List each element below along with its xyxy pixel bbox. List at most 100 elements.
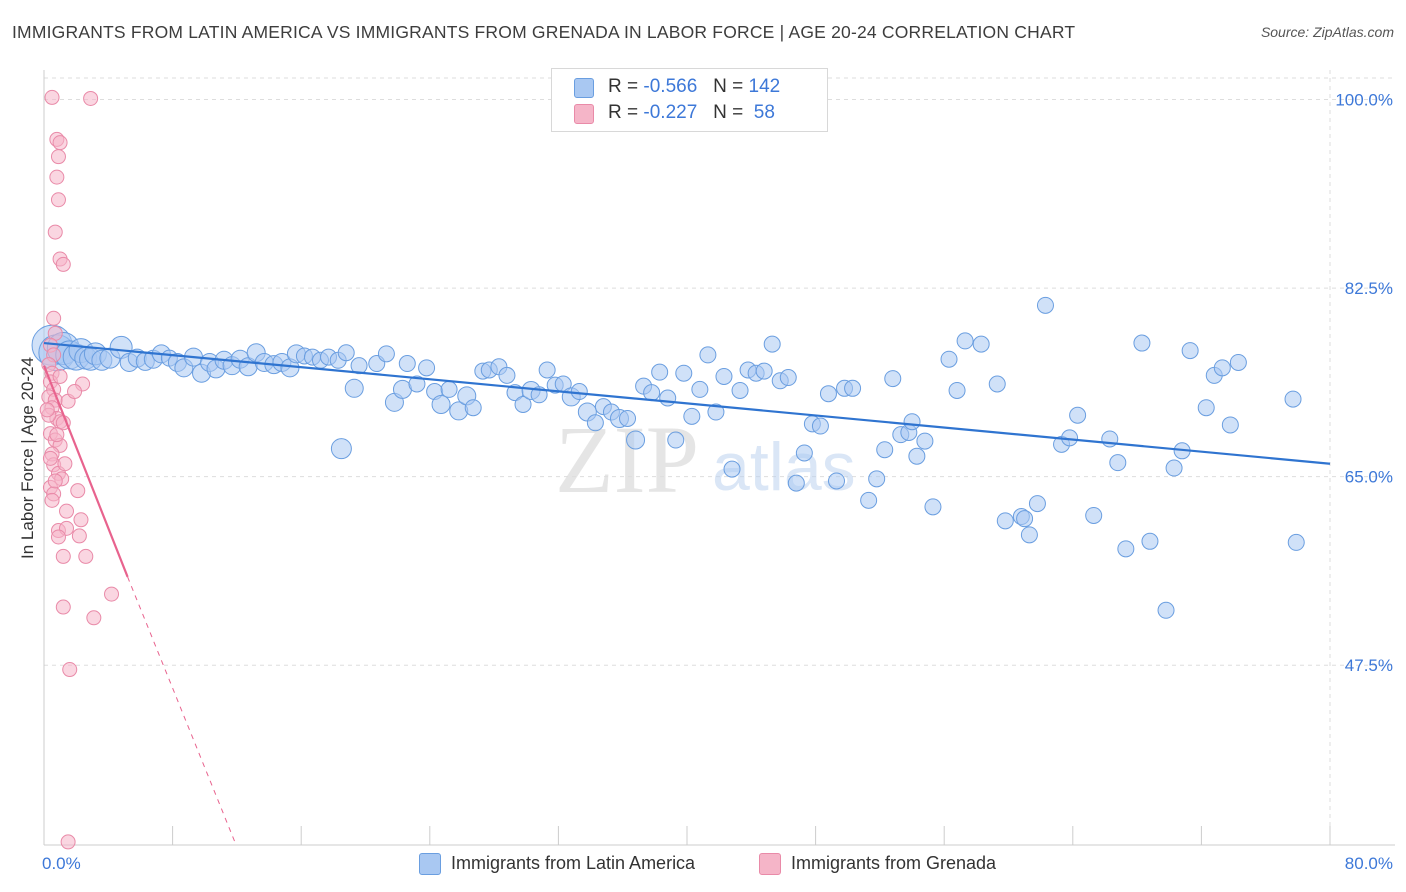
data-point-latin-america <box>707 403 725 421</box>
correlation-legend: R = -0.566 N = 142 R = -0.227 N = 58 <box>551 68 828 132</box>
data-point-grenada <box>59 503 75 519</box>
data-point-latin-america <box>844 379 862 397</box>
y-axis-label: In Labor Force | Age 20-24 <box>18 357 37 559</box>
data-point-grenada <box>70 483 86 499</box>
data-point-latin-america <box>498 366 516 384</box>
chart-title: IMMIGRANTS FROM LATIN AMERICA VS IMMIGRA… <box>12 22 1076 42</box>
data-point-grenada <box>55 548 71 564</box>
data-point-grenada <box>71 528 87 544</box>
data-point-latin-america <box>1287 533 1305 551</box>
data-point-grenada <box>57 456 73 472</box>
data-point-latin-america <box>538 361 556 379</box>
data-point-latin-america <box>1221 416 1239 434</box>
data-point-latin-america <box>1109 454 1127 472</box>
data-point-latin-america <box>1284 390 1302 408</box>
data-point-latin-america <box>903 413 921 431</box>
data-point-latin-america <box>418 359 436 377</box>
data-point-grenada <box>60 834 76 850</box>
legend-r-label: R = <box>608 76 639 97</box>
data-point-latin-america <box>948 381 966 399</box>
data-point-latin-america <box>344 378 364 398</box>
y-tick-label: 82.5% <box>1345 279 1393 298</box>
data-point-latin-america <box>996 512 1014 530</box>
data-point-grenada <box>47 224 63 240</box>
data-point-latin-america <box>514 395 532 413</box>
data-point-latin-america <box>619 409 637 427</box>
data-point-latin-america <box>884 370 902 388</box>
legend-r-label: R = <box>608 102 639 123</box>
bottom-legend-swatch-blue <box>419 853 441 875</box>
data-point-grenada <box>73 512 89 528</box>
data-point-grenada <box>52 368 68 384</box>
data-point-latin-america <box>1157 601 1175 619</box>
trend-lines <box>42 341 1331 844</box>
data-point-latin-america <box>763 335 781 353</box>
data-point-grenada <box>44 492 60 508</box>
data-point-latin-america <box>667 431 685 449</box>
data-point-latin-america <box>755 362 773 380</box>
legend-swatch-blue <box>574 78 594 98</box>
tick-labels: 47.5% 65.0% 82.5% 100.0% 0.0% 80.0% <box>42 91 1393 873</box>
data-point-latin-america <box>779 369 797 387</box>
data-point-latin-america <box>908 447 926 465</box>
data-point-grenada <box>78 548 94 564</box>
data-point-latin-america <box>377 345 395 363</box>
data-point-latin-america <box>1036 296 1054 314</box>
data-point-grenada <box>55 599 71 615</box>
data-point-latin-america <box>731 381 749 399</box>
data-point-latin-america <box>940 350 958 368</box>
data-point-grenada <box>47 473 63 489</box>
data-point-latin-america <box>1085 506 1103 524</box>
series-latin-america-points <box>31 296 1305 619</box>
data-point-latin-america <box>1197 399 1215 417</box>
data-point-latin-america <box>1016 510 1034 528</box>
data-point-grenada <box>50 192 66 208</box>
data-point-latin-america <box>570 383 588 401</box>
data-point-latin-america <box>464 399 482 417</box>
data-point-latin-america <box>795 444 813 462</box>
x-tick-label: 0.0% <box>42 854 81 873</box>
data-point-grenada <box>44 89 60 105</box>
data-point-latin-america <box>431 394 451 414</box>
data-point-latin-america <box>408 375 426 393</box>
y-tick-label: 65.0% <box>1345 468 1393 487</box>
data-point-latin-america <box>1069 406 1087 424</box>
trend-line-grenada-extension <box>127 576 236 844</box>
data-point-latin-america <box>586 414 604 432</box>
data-point-latin-america <box>860 491 878 509</box>
data-point-latin-america <box>1020 526 1038 544</box>
data-point-grenada <box>67 384 83 400</box>
data-point-latin-america <box>924 498 942 516</box>
legend-n-value: 58 <box>753 102 775 123</box>
bottom-legend-swatch-pink <box>759 853 781 875</box>
data-point-latin-america <box>691 380 709 398</box>
data-point-grenada <box>42 450 58 466</box>
data-point-latin-america <box>972 335 990 353</box>
data-point-latin-america <box>659 389 677 407</box>
data-point-latin-america <box>868 470 886 488</box>
bottom-legend-label: Immigrants from Latin America <box>451 853 696 873</box>
data-point-latin-america <box>811 417 829 435</box>
legend-r-value: -0.566 <box>643 76 698 97</box>
data-point-grenada <box>46 310 62 326</box>
data-point-latin-america <box>827 472 845 490</box>
data-point-latin-america <box>1229 353 1247 371</box>
data-point-latin-america <box>1165 459 1183 477</box>
data-point-latin-america <box>440 380 458 398</box>
legend-n-label: N = <box>713 102 744 123</box>
data-point-grenada <box>52 135 68 151</box>
data-point-grenada <box>49 427 65 443</box>
data-point-latin-america <box>330 438 352 460</box>
data-point-grenada <box>39 402 55 418</box>
data-point-latin-america <box>787 474 805 492</box>
data-point-latin-america <box>988 375 1006 393</box>
data-point-grenada <box>104 586 120 602</box>
legend-r-value: -0.227 <box>643 102 698 123</box>
source-label: Source: ZipAtlas.com <box>1260 24 1394 40</box>
data-point-latin-america <box>1213 359 1231 377</box>
data-point-latin-america <box>916 432 934 450</box>
x-tick-label: 80.0% <box>1345 854 1393 873</box>
data-point-latin-america <box>876 441 894 459</box>
data-point-grenada <box>86 610 102 626</box>
